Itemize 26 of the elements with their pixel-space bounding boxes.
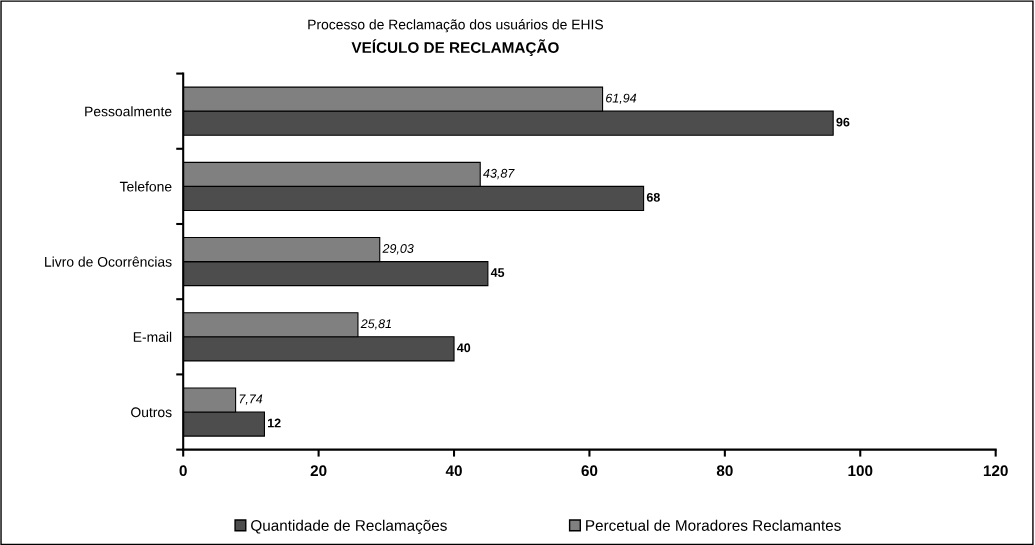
x-tick-label: 120 [983,465,1008,477]
y-tick-label: Pessoalmente [85,106,172,117]
x-tick-label: 80 [716,465,733,477]
chart-title: Processo de Reclamação dos usuários de EHIS [308,19,603,33]
y-tick-label: Livro de Ocorrências [45,256,172,267]
y-tick-label: Outros [131,407,172,418]
y-tick-label: Telefone [119,181,172,192]
data-label: 43,87 [483,168,515,180]
x-tick-label: 0 [179,465,187,477]
legend-label: Percetual de Moradores Reclamantes [586,519,841,531]
y-tick-label: E-mail [133,331,172,342]
data-label: 45 [490,268,505,277]
x-tick-label: 20 [310,465,327,477]
legend-label: Quantidade de Reclamações [251,519,447,534]
data-label: 25,81 [360,319,391,330]
data-label: 40 [456,343,471,353]
x-tick-label: 60 [581,465,598,477]
data-label: 68 [646,192,660,202]
data-label: 7,74 [239,394,263,405]
x-tick-label: 100 [848,465,873,477]
data-label: 61,94 [606,93,637,104]
data-label: 12 [268,418,281,428]
data-label: 96 [836,117,850,127]
chart-subtitle: VEÍCULO DE RECLAMAÇÃO [351,39,559,57]
data-label: 29,03 [382,244,414,255]
x-tick-label: 40 [445,465,462,477]
